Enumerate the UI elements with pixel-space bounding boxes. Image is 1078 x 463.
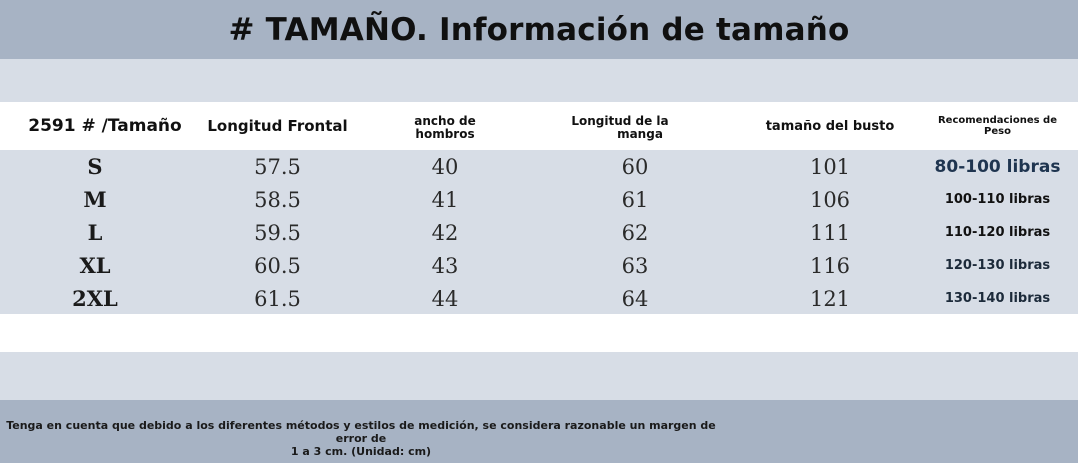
cell-size: L xyxy=(87,220,103,245)
cell-bust: 121 xyxy=(809,286,851,311)
cell-bust: 111 xyxy=(809,220,851,245)
cell-bust: 106 xyxy=(809,187,851,212)
header-sleeve-length: Longitud de la manga xyxy=(550,112,690,144)
note-line1: Tenga en cuenta que debido a los diferen… xyxy=(6,419,716,445)
header-shoulder-line2: hombros xyxy=(415,127,475,141)
note-line2: 1 a 3 cm. (Unidad: cm) xyxy=(290,445,432,458)
header-shoulder-line1: ancho de xyxy=(414,114,476,128)
cell-front-length: 60.5 xyxy=(254,253,301,278)
cell-front-length: 57.5 xyxy=(254,154,301,179)
header-weight-line1: Recomendaciones de xyxy=(937,115,1057,126)
table-header-row xyxy=(0,102,1078,150)
cell-weight: 130-140 libras xyxy=(944,291,1051,306)
cell-weight: 100-110 libras xyxy=(944,192,1051,207)
header-shoulder-width: ancho de hombros xyxy=(395,112,495,144)
measurement-note: Tenga en cuenta que debido a los diferen… xyxy=(0,419,722,458)
table-row: 2XL 61.5 44 64 121 130-140 libras xyxy=(0,282,1078,315)
cell-front-length: 59.5 xyxy=(254,220,301,245)
cell-weight: 80-100 libras xyxy=(934,156,1061,177)
cell-shoulder: 44 xyxy=(431,286,459,311)
header-size: 2591 # /Tamaño xyxy=(28,116,182,136)
cell-shoulder: 40 xyxy=(431,154,459,179)
cell-shoulder: 41 xyxy=(431,187,459,212)
header-weight-line2: Peso xyxy=(984,126,1011,137)
cell-size: 2XL xyxy=(72,286,118,311)
table-row: L 59.5 42 62 111 110-120 libras xyxy=(0,216,1078,249)
table-row: XL 60.5 43 63 116 120-130 libras xyxy=(0,249,1078,282)
table-row: S 57.5 40 60 101 80-100 libras xyxy=(0,150,1078,183)
cell-front-length: 61.5 xyxy=(254,286,301,311)
cell-front-length: 58.5 xyxy=(254,187,301,212)
decorative-band-bottom xyxy=(0,352,1078,400)
cell-sleeve: 64 xyxy=(621,286,649,311)
cell-size: XL xyxy=(79,253,111,278)
cell-bust: 101 xyxy=(809,154,851,179)
spacer xyxy=(0,314,1078,352)
cell-shoulder: 43 xyxy=(431,253,459,278)
cell-weight: 120-130 libras xyxy=(944,258,1051,273)
cell-sleeve: 60 xyxy=(621,154,649,179)
cell-sleeve: 63 xyxy=(621,253,649,278)
title-band: # TAMAÑO. Información de tamaño xyxy=(0,0,1078,59)
header-sleeve-line1: Longitud de la xyxy=(571,114,669,128)
header-sleeve-line2: manga xyxy=(617,127,663,141)
cell-shoulder: 42 xyxy=(431,220,459,245)
header-front-length: Longitud Frontal xyxy=(207,117,348,135)
header-weight-recommendation: Recomendaciones de Peso xyxy=(925,112,1070,140)
cell-weight: 110-120 libras xyxy=(944,225,1051,240)
note-band xyxy=(0,400,1078,463)
cell-sleeve: 62 xyxy=(621,220,649,245)
header-bust: tamaño del busto xyxy=(765,118,895,134)
cell-size: M xyxy=(83,187,107,212)
cell-size: S xyxy=(87,154,103,179)
table-row: M 58.5 41 61 106 100-110 libras xyxy=(0,183,1078,216)
decorative-band-top xyxy=(0,59,1078,102)
page-title: # TAMAÑO. Información de tamaño xyxy=(228,11,850,48)
cell-bust: 116 xyxy=(809,253,851,278)
cell-sleeve: 61 xyxy=(621,187,649,212)
table-body xyxy=(0,150,1078,314)
